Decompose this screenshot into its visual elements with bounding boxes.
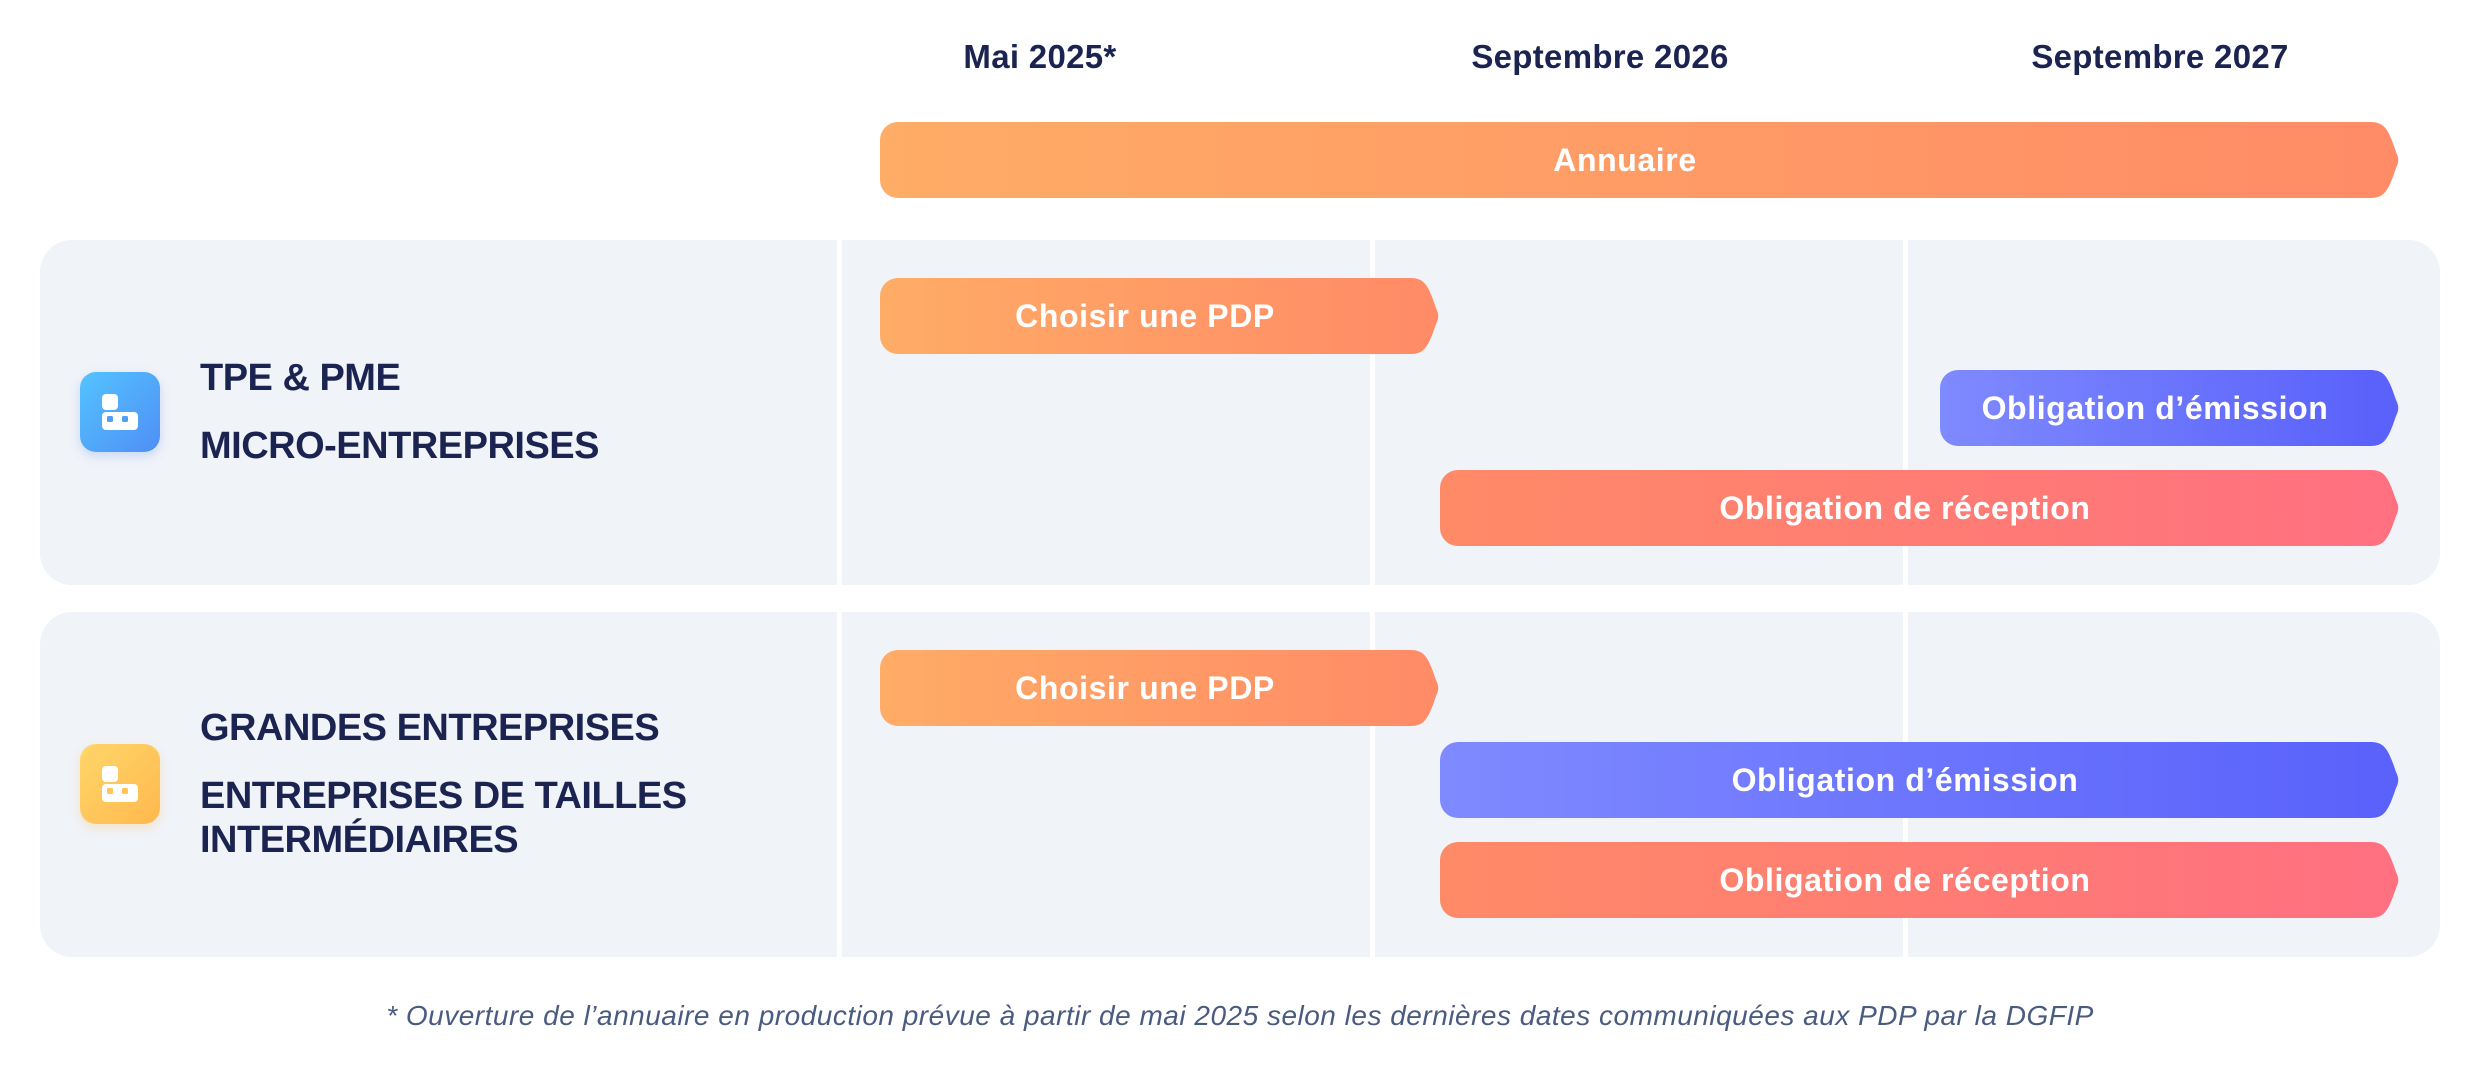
column-header-septembre-2026: Septembre 2026: [1471, 38, 1729, 75]
segment-line-1: GRANDES ENTREPRISES: [200, 707, 660, 749]
segment-label-tpe-pme: TPE & PME MICRO-ENTREPRISES: [200, 356, 599, 468]
arrow-tip-icon: [1410, 650, 1439, 726]
arrow-tip-icon: [2370, 742, 2399, 818]
arrow-tip-icon: [2370, 370, 2399, 446]
choose-pdp-label: Choisir une PDP: [1015, 297, 1275, 334]
reception-obligation-bar: Obligation de réception: [1440, 842, 2399, 918]
choose-pdp-bar: Choisir une PDP: [880, 278, 1439, 354]
annuaire-bar: Annuaire: [880, 122, 2399, 198]
choose-pdp-bar: Choisir une PDP: [880, 650, 1439, 726]
emission-obligation-label: Obligation d’émission: [1731, 761, 2079, 798]
arrow-tip-icon: [2370, 470, 2399, 546]
segment-line-2: MICRO-ENTREPRISES: [200, 425, 599, 467]
footnote: * Ouverture de l’annuaire en production …: [386, 1000, 2094, 1031]
emission-obligation-bar: Obligation d’émission: [1440, 742, 2399, 818]
segment-line-1: TPE & PME: [200, 357, 401, 399]
segment-line-2: ENTREPRISES DE TAILLES INTERMÉDIAIRES: [200, 775, 687, 861]
arrow-tip-icon: [2370, 122, 2399, 198]
choose-pdp-label: Choisir une PDP: [1015, 669, 1275, 706]
emission-obligation-bar: Obligation d’émission: [1940, 370, 2399, 446]
column-header-mai-2025: Mai 2025*: [963, 38, 1117, 75]
reception-obligation-label: Obligation de réception: [1719, 489, 2091, 526]
arrow-tip-icon: [1410, 278, 1439, 354]
building-icon: [80, 744, 160, 824]
annuaire-label: Annuaire: [1553, 141, 1697, 178]
reception-obligation-bar: Obligation de réception: [1440, 470, 2399, 546]
arrow-tip-icon: [2370, 842, 2399, 918]
emission-obligation-label: Obligation d’émission: [1981, 389, 2329, 426]
building-icon: [80, 372, 160, 452]
column-header-septembre-2027: Septembre 2027: [2031, 38, 2289, 75]
reception-obligation-label: Obligation de réception: [1719, 861, 2091, 898]
segment-label-ge-eti: GRANDES ENTREPRISES ENTREPRISES DE TAILL…: [200, 706, 760, 862]
